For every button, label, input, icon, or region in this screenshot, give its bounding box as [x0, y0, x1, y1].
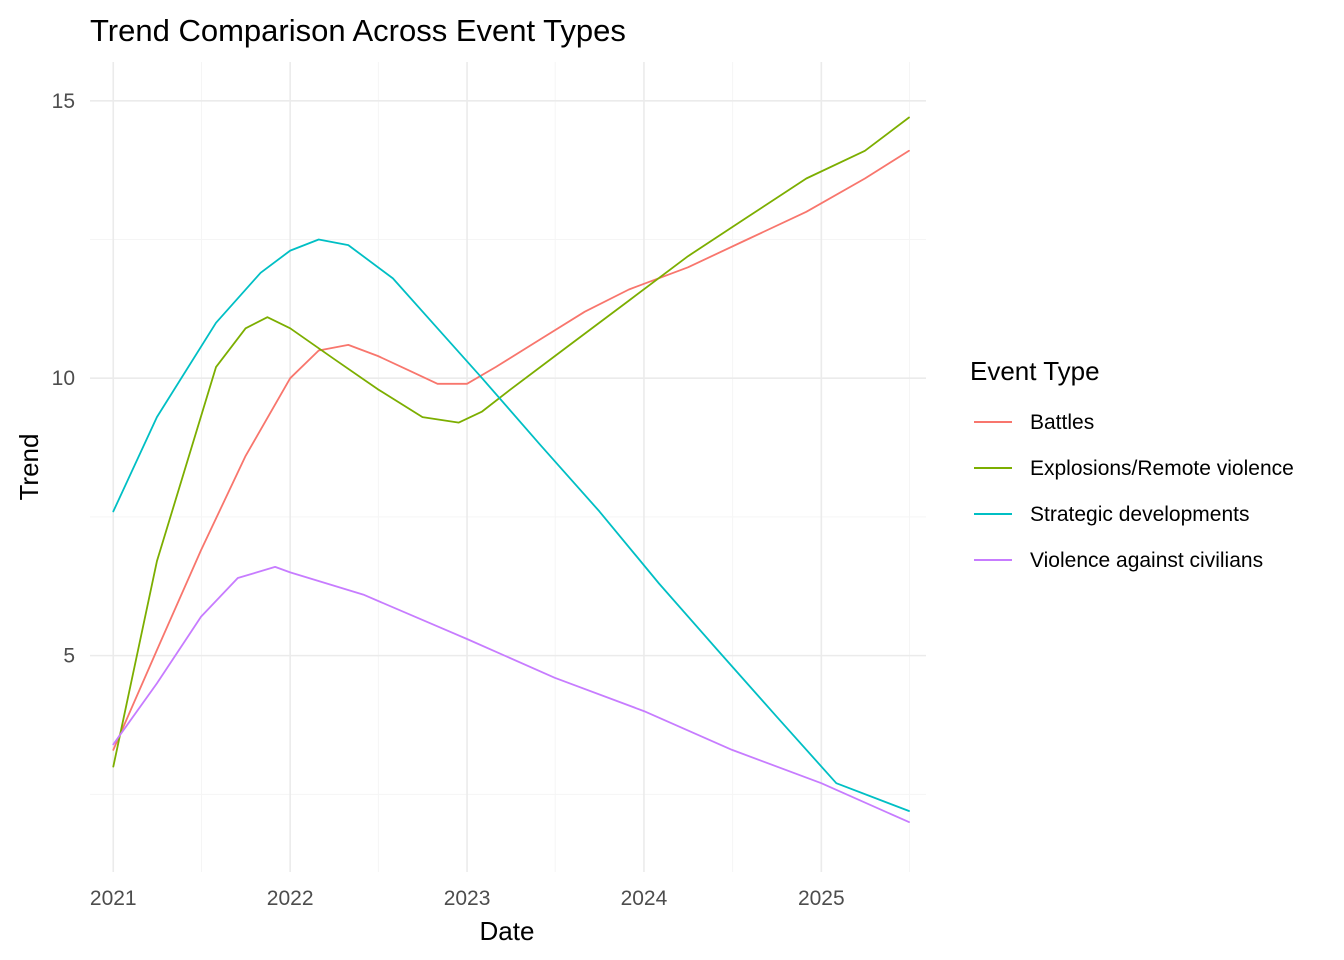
- chart-title: Trend Comparison Across Event Types: [90, 13, 626, 48]
- x-tick-label: 2022: [267, 887, 314, 910]
- y-tick-label: 15: [52, 90, 75, 113]
- legend-label: Explosions/Remote violence: [1030, 457, 1294, 480]
- minor-gridlines: [90, 62, 926, 872]
- major-gridlines: [90, 62, 926, 872]
- legend-label: Battles: [1030, 411, 1094, 434]
- gridlines: [90, 62, 926, 872]
- x-tick-label: 2021: [90, 887, 137, 910]
- x-tick-label: 2025: [798, 887, 845, 910]
- legend-label: Violence against civilians: [1030, 549, 1263, 572]
- legend-label: Strategic developments: [1030, 503, 1249, 526]
- x-tick-label: 2023: [444, 887, 491, 910]
- x-axis-tick-labels: 2021 2022 2023 2024 2025: [90, 887, 845, 910]
- y-tick-label: 10: [52, 367, 75, 390]
- legend-items: Battles Explosions/Remote violence Strateg…: [974, 411, 1294, 572]
- series-line-battles: [112, 149, 910, 751]
- x-tick-label: 2024: [621, 887, 668, 910]
- legend-title: Event Type: [970, 356, 1100, 386]
- y-axis-tick-labels: 5 10 15: [52, 90, 75, 668]
- series-line-strategic-developments: [112, 238, 910, 812]
- series-line-explosions-remote-violence: [112, 116, 910, 768]
- legend: Event Type Battles Explosions/Remote viol…: [970, 356, 1294, 572]
- series-line-violence-against-civilians: [112, 566, 910, 823]
- y-axis-title: Trend: [14, 434, 44, 501]
- plot-lines: [112, 116, 910, 823]
- y-tick-label: 5: [63, 645, 75, 668]
- x-axis-title: Date: [480, 916, 535, 946]
